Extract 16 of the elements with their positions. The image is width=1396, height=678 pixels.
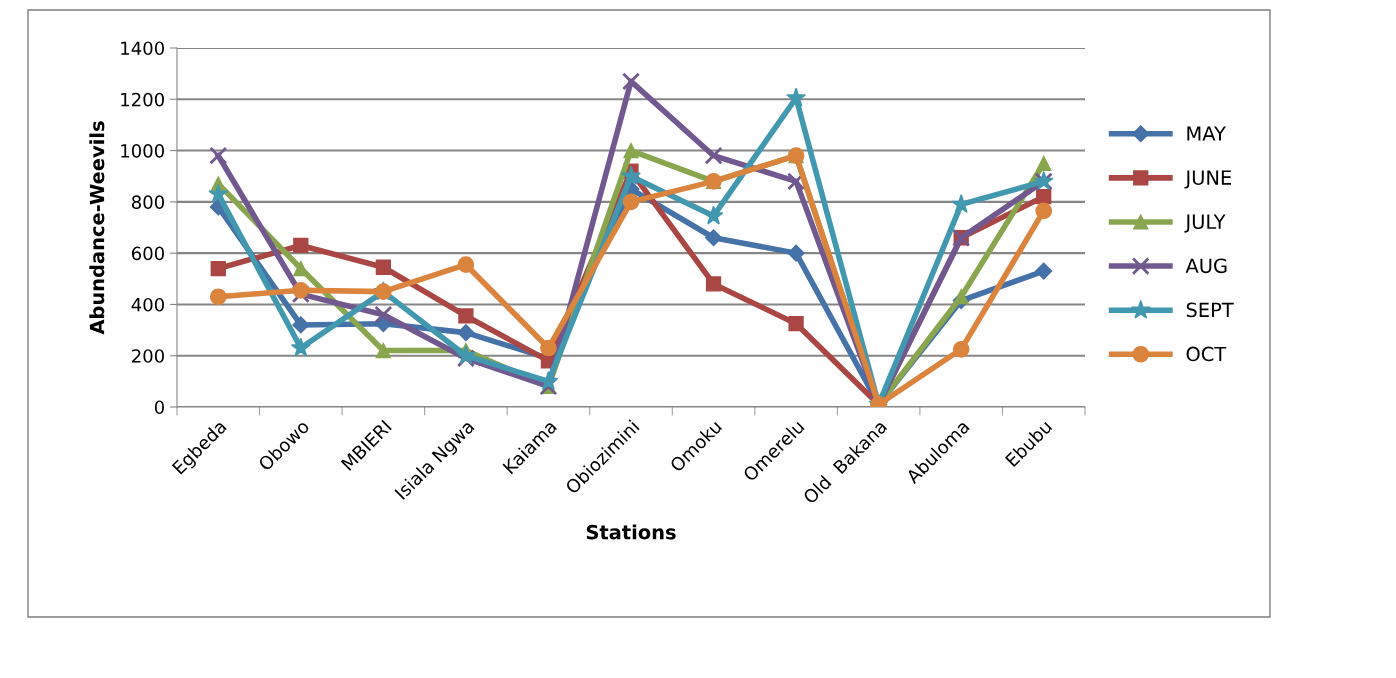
y-tick-label: 1200 — [121, 92, 164, 107]
y-tick-label: 0 — [154, 400, 164, 415]
y-tick-label: 800 — [131, 195, 164, 209]
x-axis-title: Stations — [586, 524, 676, 540]
y-tick-label: 400 — [131, 297, 164, 312]
y-axis-title: Abundance-Weevils — [89, 121, 105, 335]
legend-label: JULY — [1184, 214, 1226, 233]
legend-label: SEPT — [1186, 302, 1234, 318]
y-tick-label: 200 — [132, 349, 164, 363]
y-tick-label: 1000 — [121, 144, 164, 158]
legend-label: JUNE — [1184, 170, 1232, 189]
y-tick-label: 1400 — [121, 41, 164, 56]
y-tick-label: 600 — [131, 246, 164, 261]
legend-label: AUG — [1185, 258, 1227, 274]
legend-label: MAY — [1187, 126, 1226, 141]
legend-label: OCT — [1186, 346, 1227, 362]
